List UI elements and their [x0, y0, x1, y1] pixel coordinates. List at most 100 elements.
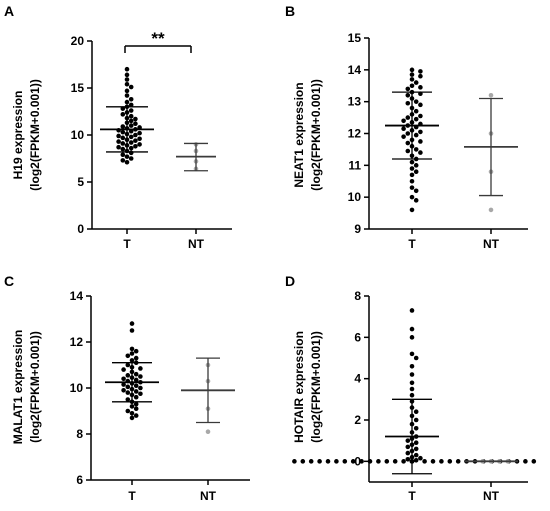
data-point [413, 188, 419, 194]
data-point [128, 134, 134, 140]
data-point [430, 459, 436, 464]
data-point [409, 386, 415, 392]
data-point [133, 383, 139, 389]
data-point [125, 408, 131, 414]
y-tick-label: 12 [70, 335, 84, 349]
category-label-t: T [123, 237, 131, 251]
data-point [413, 169, 419, 174]
data-point [342, 459, 348, 464]
data-point [405, 148, 411, 154]
data-point [409, 166, 415, 171]
y-tick-label: 15 [348, 31, 362, 45]
data-point [488, 207, 494, 213]
data-point [138, 366, 143, 371]
data-point [447, 459, 453, 464]
data-point [413, 147, 419, 152]
data-point [325, 459, 331, 464]
y-tick-label: 11 [348, 158, 361, 172]
y-axis-label-line1: HOTAIR expression [292, 331, 306, 443]
data-point [116, 133, 121, 139]
data-point [133, 371, 139, 377]
data-point [413, 446, 419, 452]
y-axis-label-line2: (log2(FPKM+0.001)) [28, 79, 42, 191]
data-point [120, 152, 126, 158]
data-point [455, 459, 461, 464]
data-point [129, 328, 135, 333]
panel-letter: C [4, 273, 14, 289]
data-point [384, 459, 390, 464]
data-point [125, 390, 131, 395]
data-point [121, 382, 126, 387]
data-point [120, 106, 126, 111]
significance-bracket: ** [124, 29, 192, 53]
y-axis-label-line1: MALAT1 expression [11, 330, 25, 444]
data-point [413, 108, 419, 114]
data-point [376, 459, 381, 464]
category-label-nt: NT [188, 237, 205, 251]
data-point [401, 126, 406, 132]
y-tick-label: 0 [354, 454, 361, 468]
data-point [392, 459, 398, 464]
data-point [405, 100, 411, 106]
y-tick-label: 14 [70, 289, 84, 303]
data-point [409, 392, 415, 398]
plot-area: 0 5 10 15 20 [71, 34, 232, 236]
category-label-nt: NT [200, 489, 217, 503]
data-point [409, 351, 415, 357]
data-point [133, 389, 139, 394]
y-tick-label: 6 [354, 330, 361, 344]
data-point [116, 144, 121, 150]
y-axis-label-line2: (log2(FPKM+0.001)) [309, 331, 323, 443]
data-point [418, 85, 423, 90]
data-point [129, 415, 135, 421]
data-point [133, 401, 139, 407]
data-point [405, 444, 411, 450]
data-point [418, 69, 423, 74]
data-point [128, 118, 134, 124]
data-point [292, 459, 297, 464]
data-point [120, 124, 126, 129]
panel-b: B NEAT1 expression (log2(FPKM+0.001)) 9 1… [285, 3, 528, 251]
significance-stars: ** [151, 29, 165, 48]
data-point [128, 102, 134, 108]
y-tick-label: 20 [71, 34, 85, 48]
data-point [405, 115, 411, 120]
data-point [205, 429, 211, 435]
y-axis-label-line2: (log2(FPKM+0.001)) [28, 331, 42, 443]
y-tick-label: 0 [77, 222, 84, 236]
data-point [405, 93, 411, 98]
data-point [125, 384, 131, 390]
data-point [409, 326, 415, 332]
data-point [350, 459, 356, 464]
data-point [133, 132, 138, 138]
data-point [124, 93, 130, 98]
data-point [137, 130, 142, 136]
data-point [133, 413, 139, 418]
data-point [138, 391, 143, 397]
data-point [405, 86, 411, 92]
data-point [133, 138, 138, 143]
data-point [409, 67, 415, 73]
data-point [116, 139, 121, 144]
data-point [409, 185, 415, 190]
data-point [120, 112, 126, 117]
data-point [405, 131, 411, 136]
data-point [413, 80, 419, 85]
data-point [133, 116, 138, 122]
data-point [128, 113, 134, 119]
data-point [138, 374, 143, 379]
data-point [523, 459, 528, 464]
data-point [409, 363, 415, 369]
y-tick-label: 4 [354, 372, 361, 386]
data-point [409, 335, 415, 340]
y-tick-label: 10 [71, 128, 85, 142]
data-point [128, 96, 134, 102]
y-tick-label: 6 [76, 473, 83, 487]
data-point [413, 163, 419, 168]
data-point [422, 459, 427, 464]
data-point [409, 77, 415, 82]
y-axis-label-line2: (log2(FPKM+0.001)) [309, 79, 323, 191]
data-point [409, 159, 415, 165]
y-tick-label: 5 [77, 175, 84, 189]
data-point [133, 355, 139, 361]
